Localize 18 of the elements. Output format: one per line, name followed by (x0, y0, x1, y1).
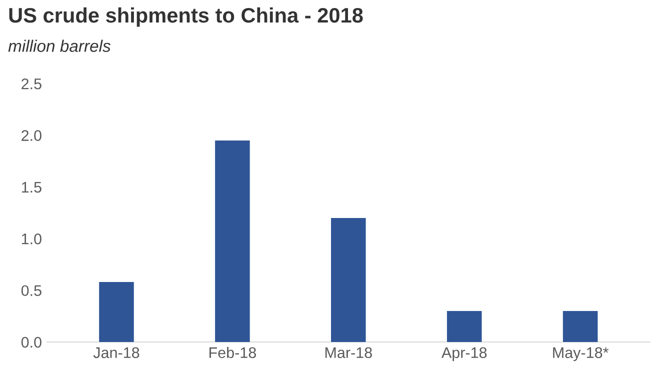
x-tick-label: May-18* (553, 347, 609, 362)
bar (215, 140, 250, 342)
chart-title: US crude shipments to China - 2018 (9, 7, 363, 27)
y-tick-label: 1.5 (22, 182, 42, 193)
y-tick-label: 2.5 (22, 78, 42, 90)
y-tick-label: 2.0 (22, 130, 42, 141)
bar (99, 282, 134, 342)
x-tick-label: Mar-18 (325, 347, 372, 358)
y-tick-label: 1.0 (22, 234, 42, 244)
bar (446, 310, 482, 342)
chart-subtitle: million barrels (8, 40, 111, 52)
bar (331, 218, 366, 342)
x-tick-label: Apr-18 (441, 347, 487, 362)
x-tick-label: Jan-18 (93, 347, 140, 358)
y-tick-label: 0.0 (21, 336, 42, 348)
y-tick-label: 0.5 (21, 285, 42, 296)
bar (562, 310, 598, 342)
x-tick-label: Feb-18 (209, 346, 256, 358)
